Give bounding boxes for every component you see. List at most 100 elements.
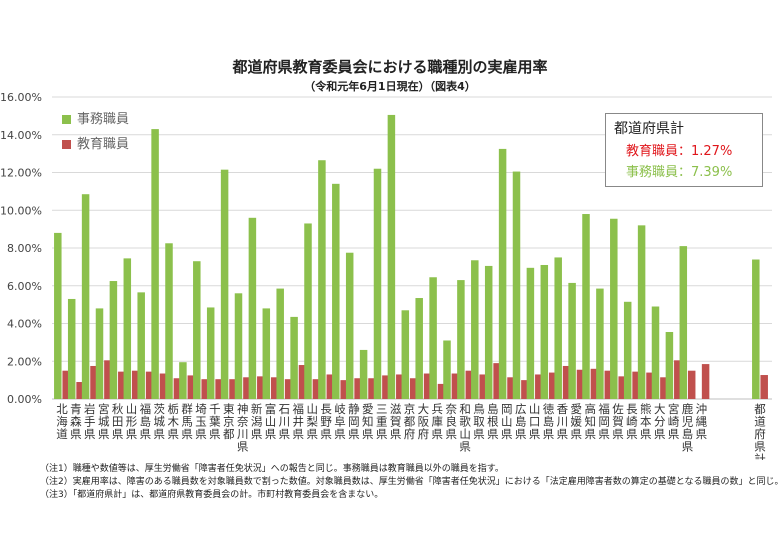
bar-teacher <box>312 379 321 399</box>
bar-teacher <box>76 382 84 399</box>
bar-office <box>220 169 229 399</box>
bar-office <box>623 301 632 399</box>
y-tick-label: 0.00% <box>7 393 42 406</box>
bar-office <box>443 340 451 399</box>
x-tick-label: 都道府県計 <box>754 402 766 460</box>
bar-teacher <box>465 370 474 399</box>
bar-office <box>512 171 521 399</box>
bar-office <box>179 362 187 399</box>
bar-office <box>54 232 62 399</box>
footnote-3: （注3）「都道府県計」は、都道府県教育委員会の計。市町村教育委員会を含まない。 <box>40 490 384 500</box>
legend-office-swatch <box>62 115 71 124</box>
footnotes: （注1）職種や数値等は、厚生労働省「障害者任免状況」への報告と同じ。事務職員は教… <box>40 463 780 502</box>
x-tick-label: 富山県 <box>265 402 277 441</box>
x-tick-label: 群馬県 <box>181 402 193 441</box>
y-tick-label: 8.00% <box>7 242 42 255</box>
x-tick-label: 長野県 <box>320 402 332 441</box>
bar-teacher <box>187 375 196 399</box>
x-tick-label: 奈良県 <box>445 402 457 441</box>
x-tick-label: 宮城県 <box>98 402 110 441</box>
x-tick-label: 兵庫県 <box>432 402 444 441</box>
bar-teacher <box>760 375 768 399</box>
bar-teacher <box>159 373 168 399</box>
legend-teacher: 教育職員 <box>62 133 129 152</box>
bar-office <box>304 223 312 399</box>
x-tick-label: 滋賀県 <box>390 402 402 441</box>
chart-title: 都道府県教育委員会における職種別の実雇用率 <box>232 58 548 76</box>
bar-office <box>679 246 688 399</box>
bar-office <box>554 257 562 399</box>
y-tick-label: 2.00% <box>7 355 42 368</box>
x-tick-label: 大分県 <box>654 402 666 441</box>
x-tick-label: 福島県 <box>140 402 152 441</box>
bar-office <box>345 252 354 399</box>
bar-office <box>429 277 437 399</box>
bar-office <box>415 298 423 399</box>
bar-teacher <box>215 379 223 399</box>
bar-office <box>401 310 410 399</box>
x-tick-label: 和歌山県 <box>459 402 471 454</box>
bar-teacher <box>479 374 487 399</box>
summary-heading: 都道府県計 <box>614 121 684 137</box>
bar-teacher <box>646 372 654 399</box>
x-tick-label: 広島県 <box>515 402 527 441</box>
bar-office <box>540 264 549 399</box>
bar-office <box>318 160 326 399</box>
x-tick-label: 山梨県 <box>306 402 318 441</box>
bar-office <box>332 183 340 399</box>
chart-subtitle: （令和元年6月1日現在）（図表4） <box>304 80 476 93</box>
x-tick-label: 埼玉県 <box>195 402 207 441</box>
bar-office <box>109 281 118 399</box>
bar-office <box>262 308 271 399</box>
x-tick-label: 長崎県 <box>626 402 638 441</box>
bar-teacher <box>131 370 140 399</box>
x-tick-label: 秋田県 <box>112 402 124 441</box>
bar-office <box>165 243 173 399</box>
y-tick-label: 14.00% <box>0 129 42 142</box>
bar-teacher <box>396 374 404 399</box>
x-tick-label: 香川県 <box>557 402 569 441</box>
x-tick-label: 岩手県 <box>84 402 96 441</box>
bar-teacher <box>118 371 126 399</box>
x-tick-label: 宮崎県 <box>668 402 680 441</box>
bar-office <box>498 148 507 399</box>
summary-box: 都道府県計 教育職員：1.27% 事務職員：7.39% <box>605 113 763 187</box>
bar-teacher <box>62 370 70 399</box>
bar-teacher <box>90 365 98 399</box>
y-tick-label: 16.00% <box>0 91 42 104</box>
y-tick-label: 10.00% <box>0 204 42 217</box>
bar-teacher <box>632 371 640 399</box>
x-tick-label: 佐賀県 <box>612 402 624 441</box>
bar-office <box>234 293 243 399</box>
bar-office <box>526 267 535 399</box>
y-tick-label: 4.00% <box>7 318 42 331</box>
bar-office <box>81 194 90 399</box>
x-tick-label: 千葉県 <box>209 402 221 441</box>
bar-teacher <box>674 360 682 399</box>
legend-teacher-label: 教育職員 <box>77 137 130 152</box>
bar-office <box>290 316 298 399</box>
bar-teacher <box>201 379 209 399</box>
x-tick-label: 岡山県 <box>501 402 513 441</box>
x-tick-label: 愛媛県 <box>571 402 583 441</box>
x-tick-label: 福井県 <box>293 402 305 441</box>
bar-office <box>137 292 145 399</box>
bar-office <box>568 282 576 399</box>
x-tick-label: 東京都 <box>223 402 235 441</box>
bar-teacher <box>104 360 112 399</box>
summary-teacher-rate: 教育職員：1.27% <box>626 144 733 159</box>
bar-office <box>67 298 76 399</box>
x-tick-label: 鳥取県 <box>473 402 485 441</box>
bar-teacher <box>229 379 237 399</box>
bar-teacher <box>660 377 668 399</box>
bar-office <box>276 288 284 399</box>
bar-office <box>457 280 465 399</box>
bar-office <box>665 331 674 399</box>
x-tick-label: 熊本県 <box>640 402 652 441</box>
x-tick-label: 栃木県 <box>167 402 179 441</box>
x-tick-label: 愛知県 <box>362 402 374 441</box>
bar-teacher <box>298 365 307 399</box>
x-tick-label: 鹿児島県 <box>682 402 694 454</box>
bar-office <box>637 225 646 399</box>
bar-teacher <box>687 370 696 399</box>
